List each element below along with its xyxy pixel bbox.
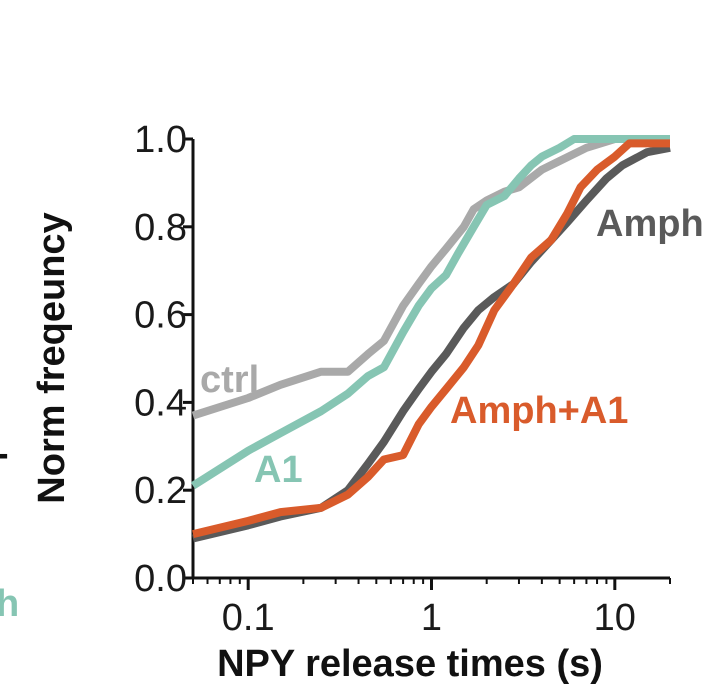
series-label-amph: Amph bbox=[596, 203, 704, 245]
series-labels: ctrl A1 Amph Amph+A1 bbox=[200, 203, 704, 491]
series-line-a1 bbox=[190, 135, 670, 490]
edge-fragment-h: h bbox=[0, 583, 19, 625]
series-label-amph-a1: Amph+A1 bbox=[450, 390, 628, 432]
series-line-ctrl bbox=[191, 135, 670, 420]
y-axis-title: Norm freqeuncy bbox=[31, 212, 73, 503]
y-tick-label: 0.8 bbox=[134, 207, 187, 249]
x-tick-label: 0.1 bbox=[222, 597, 275, 639]
axes: 0.0 0.2 0.4 0.6 0.8 1.0 0.1 1 10 bbox=[134, 119, 671, 639]
y-tick-label: 1.0 bbox=[134, 119, 187, 161]
y-tick-label: 0.2 bbox=[134, 470, 187, 512]
edge-fragment-dash: - bbox=[0, 433, 9, 475]
series-label-a1: A1 bbox=[254, 449, 303, 491]
y-tick-label: 0.0 bbox=[134, 558, 187, 600]
x-tick-label: 10 bbox=[594, 597, 636, 639]
series-lines bbox=[190, 135, 671, 543]
series-line-amph-a1 bbox=[192, 139, 670, 538]
series-label-ctrl: ctrl bbox=[200, 359, 259, 401]
x-tick-label: 1 bbox=[421, 597, 442, 639]
y-tick-label: 0.6 bbox=[134, 295, 187, 337]
x-axis-title: NPY release times (s) bbox=[217, 643, 603, 685]
y-tick-label: 0.4 bbox=[134, 382, 187, 424]
